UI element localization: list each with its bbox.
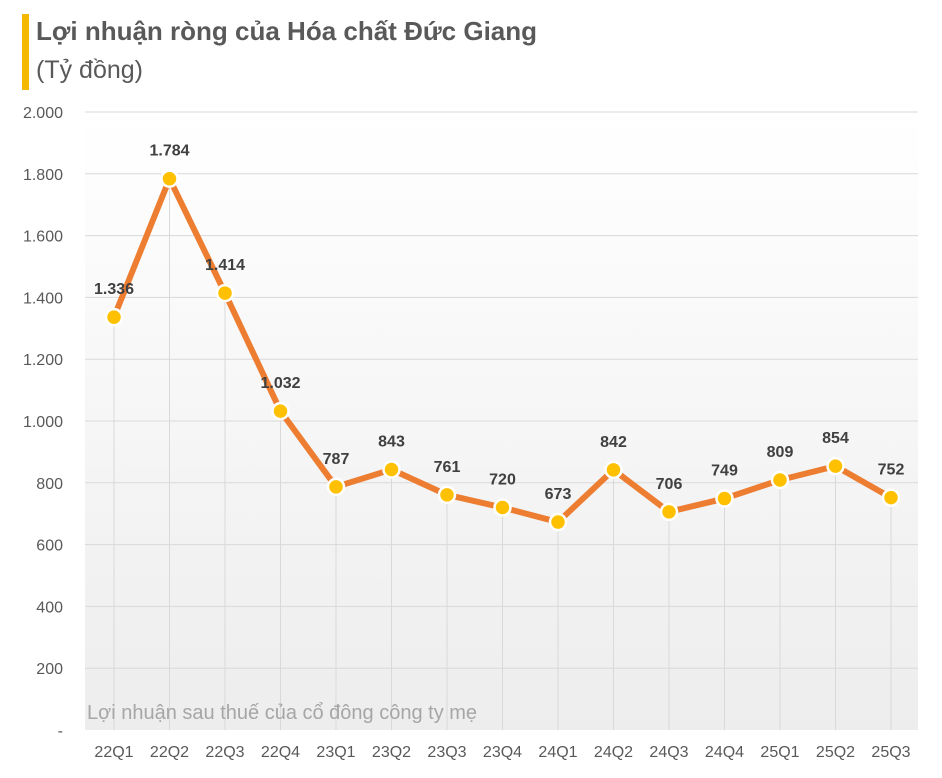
data-label: 1.336 (94, 281, 134, 298)
x-tick-label: 22Q2 (150, 744, 189, 761)
y-tick-label: 1.600 (23, 229, 63, 246)
data-label: 787 (323, 451, 350, 468)
y-axis-tick-labels: - 200 400 600 800 1.000 1.200 1.400 1.600 1.800 2.… (23, 105, 63, 740)
y-tick-label: 2.000 (23, 105, 63, 122)
data-label: 854 (822, 430, 849, 447)
y-tick-label: 200 (36, 661, 63, 678)
x-tick-label: 24Q3 (649, 744, 688, 761)
y-tick-label: 1.200 (23, 352, 63, 369)
x-tick-label: 24Q1 (538, 744, 577, 761)
x-tick-label: 23Q4 (483, 744, 522, 761)
data-point-marker (215, 283, 235, 303)
gridlines (85, 111, 918, 669)
x-tick-label: 25Q1 (760, 744, 799, 761)
data-label: 1.784 (149, 143, 189, 160)
data-label: 706 (656, 476, 683, 493)
x-tick-label: 24Q4 (705, 744, 744, 761)
data-point-marker (548, 512, 568, 532)
data-labels: 1.336 1.784 1.414 1.032 787 843 761 720 673 842 70… (94, 143, 904, 503)
data-point-marker (826, 456, 845, 476)
y-tick-label: 1.800 (23, 167, 63, 184)
series-note-label: Lợi nhuận sau thuế của cổ đông công ty m… (87, 702, 477, 724)
data-point-marker (160, 169, 179, 188)
data-point-marker (770, 470, 790, 490)
x-tick-label: 22Q3 (205, 744, 244, 761)
data-point-marker (604, 460, 623, 480)
data-point-marker (881, 488, 901, 507)
chart-title: Lợi nhuận ròng của Hóa chất Đức Giang (36, 16, 538, 46)
data-label: 720 (489, 472, 516, 489)
y-tick-label: - (58, 723, 63, 740)
data-label: 749 (711, 463, 738, 480)
drop-lines (113, 178, 892, 730)
data-label: 752 (878, 462, 905, 479)
x-tick-label: 23Q1 (316, 744, 355, 761)
x-tick-label: 25Q2 (816, 744, 855, 761)
data-label: 1.414 (205, 257, 245, 274)
data-point-marker (271, 401, 290, 421)
data-label: 843 (378, 434, 405, 451)
data-point-marker (326, 477, 346, 497)
y-tick-label: 1.000 (23, 414, 63, 431)
x-axis-tick-labels: 22Q1 22Q2 22Q3 22Q4 23Q1 23Q2 23Q3 23Q4 24Q1 24Q2… (94, 744, 910, 761)
x-tick-label: 22Q4 (261, 744, 300, 761)
data-point-marker (382, 460, 401, 479)
x-tick-label: 23Q3 (427, 744, 466, 761)
data-point-marker (437, 485, 457, 505)
chart-subtitle: (Tỷ đồng) (36, 56, 143, 84)
data-label: 842 (600, 434, 627, 451)
y-tick-label: 600 (36, 538, 63, 555)
y-tick-label: 400 (36, 599, 63, 616)
title-accent-bar (22, 14, 29, 90)
data-label: 809 (767, 444, 794, 461)
data-label: 761 (434, 459, 461, 476)
x-tick-label: 23Q2 (372, 744, 411, 761)
y-tick-label: 800 (36, 476, 63, 493)
x-tick-label: 22Q1 (94, 744, 133, 761)
data-label: 673 (545, 486, 572, 503)
data-point-marker (715, 489, 734, 508)
data-label: 1.032 (260, 375, 300, 392)
x-tick-label: 24Q2 (594, 744, 633, 761)
data-point-marker (659, 502, 679, 522)
data-points (104, 169, 901, 532)
x-tick-label: 25Q3 (871, 744, 910, 761)
data-point-marker (104, 307, 124, 327)
data-point-marker (493, 498, 512, 517)
y-tick-label: 1.400 (23, 290, 63, 307)
